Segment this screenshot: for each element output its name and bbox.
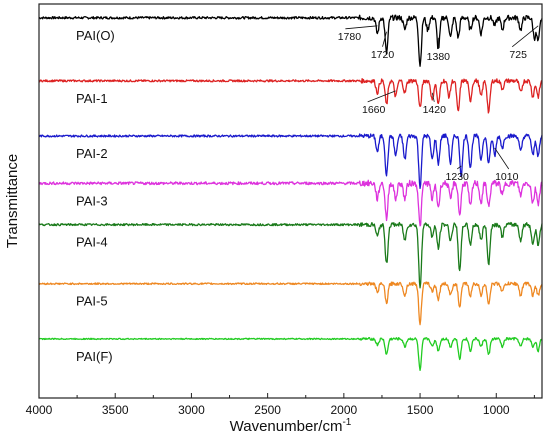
series-line-pai-5 (38, 281, 543, 326)
annotation-1720: 1720 (371, 49, 395, 61)
series-label-pai-3: PAI-3 (76, 193, 108, 208)
series-line-pai-3 (38, 179, 543, 227)
series-label-pai-o: PAI(O) (76, 28, 115, 43)
x-tick-label-1000: 1000 (483, 403, 510, 417)
x-tick-label-2000: 2000 (330, 403, 357, 417)
annotation-1420: 1420 (423, 104, 447, 116)
series-line-pai-f (38, 336, 543, 372)
x-tick-label-2500: 2500 (254, 403, 281, 417)
y-axis-title: Transmittance (4, 154, 21, 248)
x-axis-title: Wavenumber/cm-1 (230, 417, 352, 435)
annotation-1780: 1780 (338, 31, 362, 43)
annotation-leader-1230 (456, 165, 462, 170)
x-axis-title-superscript: -1 (342, 417, 351, 428)
series-label-pai-4: PAI-4 (76, 235, 108, 250)
annotation-leader-1420 (431, 92, 435, 102)
series-label-pai-f: PAI(F) (76, 349, 113, 364)
plot-frame (38, 3, 543, 399)
series-line-pai-4 (38, 221, 543, 289)
annotation-leader-1010 (494, 147, 510, 170)
series-line-pai-1 (38, 78, 543, 114)
series-label-pai-1: PAI-1 (76, 91, 108, 106)
x-tick-label-4000: 4000 (26, 403, 53, 417)
annotation-725: 725 (509, 49, 527, 61)
annotation-1380: 1380 (427, 51, 451, 63)
annotation-1230: 1230 (446, 171, 470, 183)
series-line-pai-o (38, 14, 543, 67)
series-layer (38, 14, 543, 372)
annotation-leader-1660 (367, 90, 396, 103)
x-tick-label-1500: 1500 (407, 403, 434, 417)
x-tick-label-3500: 3500 (102, 403, 129, 417)
x-axis-ticks: 4000 3500 3000 2500 2000 1500 1000 (26, 393, 535, 417)
series-label-pai-5: PAI-5 (76, 294, 108, 309)
series-labels: PAI(O) PAI-1 PAI-2 PAI-3 PAI-4 PAI-5 PAI(F) (76, 28, 115, 364)
annotations: 1780 1720 1380 725 1660 1420 1230 1010 (338, 25, 539, 183)
annotation-leader-1780 (345, 25, 378, 30)
x-tick-label-3000: 3000 (178, 403, 205, 417)
annotation-1010: 1010 (495, 171, 519, 183)
series-line-pai-2 (38, 133, 543, 190)
series-label-pai-2: PAI-2 (76, 146, 108, 161)
annotation-leader-725 (511, 25, 539, 48)
annotation-1660: 1660 (362, 104, 386, 116)
annotation-leader-1720 (382, 31, 387, 47)
